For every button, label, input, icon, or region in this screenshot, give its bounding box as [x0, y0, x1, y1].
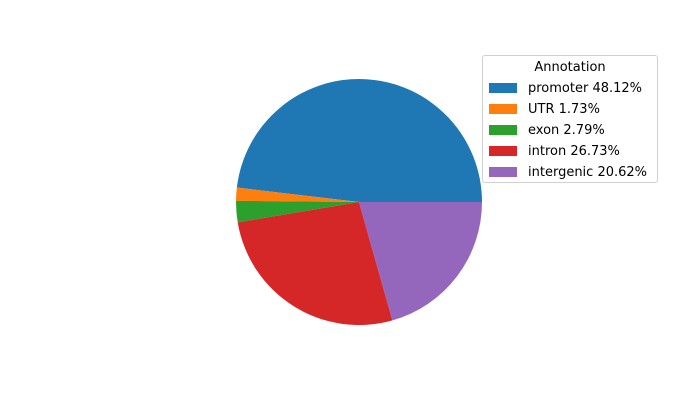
pie-slice-utr: [236, 187, 359, 202]
pie-slice-promoter: [236, 79, 482, 202]
legend-entry-intron: intron 26.73%: [489, 143, 620, 159]
legend-label: promoter 48.12%: [528, 80, 643, 96]
legend: Annotation promoter 48.12% UTR 1.73% exon …: [482, 55, 658, 183]
pie-slice-exon: [236, 200, 359, 223]
pie-slice-intergenic: [359, 202, 482, 321]
legend-entry-intergenic: intergenic 20.62%: [489, 164, 647, 180]
legend-swatch: [489, 167, 517, 177]
legend-swatch: [489, 104, 517, 114]
legend-entry-promoter: promoter 48.12%: [489, 80, 642, 96]
pie-slice-intron: [237, 202, 393, 326]
legend-label: intergenic 20.62%: [528, 164, 648, 180]
legend-title: Annotation: [534, 60, 606, 75]
legend-swatch: [489, 125, 517, 135]
legend-label: exon 2.79%: [528, 122, 605, 138]
legend-entry-exon: exon 2.79%: [489, 122, 605, 138]
legend-label: intron 26.73%: [528, 143, 620, 159]
legend-swatch: [489, 83, 517, 93]
legend-swatch: [489, 146, 517, 156]
legend-label: UTR 1.73%: [528, 101, 600, 117]
legend-entry-utr: UTR 1.73%: [489, 101, 600, 117]
